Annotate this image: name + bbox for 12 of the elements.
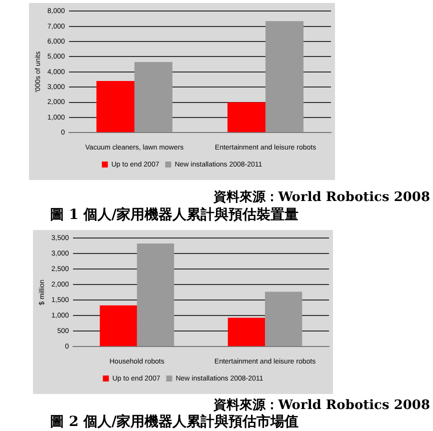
text: 圖 1 個人/家用機器人累計與預估裝置量	[50, 206, 299, 224]
bar	[265, 21, 304, 132]
bar	[136, 243, 174, 346]
bar	[264, 292, 302, 346]
text: 圖 2 個人/家用機器人累計與預估市場值	[50, 413, 299, 431]
bar	[228, 318, 265, 346]
bar	[100, 305, 137, 346]
bar	[227, 102, 266, 132]
source-note: 資料來源：World Robotics 2008	[213, 189, 430, 206]
bar	[134, 62, 172, 132]
bar	[96, 81, 134, 132]
source-note: 資料來源：World Robotics 2008	[213, 397, 430, 414]
